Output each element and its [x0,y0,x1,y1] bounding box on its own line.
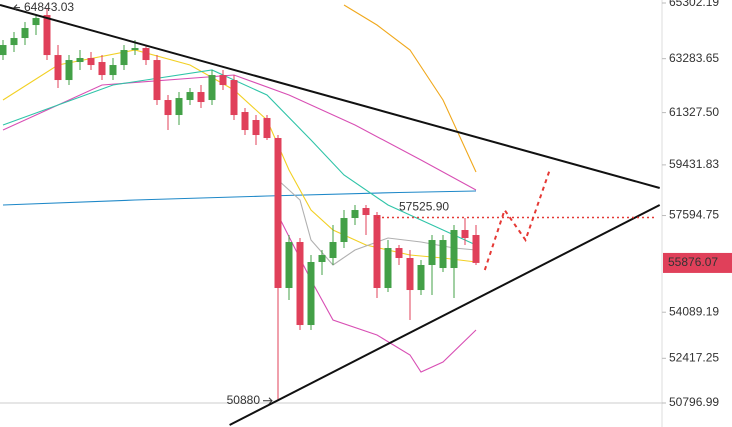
y-tick-label: 52417.25 [669,350,719,364]
level-label: 57525.90 [399,200,449,214]
y-tick-label: 59431.83 [669,157,719,171]
candle-body [318,255,326,263]
y-tick-label: 54089.19 [669,304,719,318]
high-label: 64843.03 [24,0,74,14]
candle-body [439,240,447,269]
candle-body [131,48,139,51]
candle-body [461,230,469,239]
price-box [663,252,732,273]
candle-body [417,265,425,291]
candle-body [98,62,106,76]
candle-body [241,112,249,131]
candle-body [373,215,381,289]
arrow-icon [263,397,273,405]
indicator-line [2,49,477,263]
candle-body [230,80,238,116]
candle-body [142,48,150,61]
candle-body [76,58,84,63]
low-label: 50880 [227,393,261,407]
candle-body [450,230,458,269]
y-tick-label: 61327.50 [669,105,719,119]
forecast-line [483,169,551,271]
candle-body [208,75,216,101]
arrow-icon [13,4,20,12]
candle-body [197,92,205,103]
candle-body [10,38,18,46]
candle-body [329,242,337,259]
candle-body [472,235,480,263]
candle-body [428,240,436,266]
candle-body [384,248,392,289]
y-tick-label: 50796.99 [669,395,719,409]
candle-body [109,65,117,76]
candle-body [263,118,271,139]
candle-body [351,210,359,219]
candle-body [307,262,315,326]
candle-body [21,28,29,39]
candle-body [285,242,293,289]
candle-body [120,50,128,66]
indicator-line [343,4,477,173]
candle-body [186,92,194,101]
indicator-line [277,214,477,373]
candle-body [43,15,51,56]
indicator-line [2,190,477,206]
y-tick-label: 57594.75 [669,208,719,222]
candle-body [362,208,370,216]
candle-body [219,75,227,86]
candle-body [153,60,161,101]
candle-body [406,258,414,291]
last-price: 55876.07 [668,255,718,269]
candle-body [32,18,40,26]
candle-body [395,248,403,259]
candle-body [0,45,7,56]
candle-body [65,60,73,81]
candle-body [54,55,62,81]
candle-body [274,138,282,289]
indicator-line [2,74,477,191]
candle-body [296,242,304,326]
trend-line [0,4,660,189]
candle-body [175,98,183,116]
candle-body [252,120,260,136]
y-tick-label: 65302.19 [669,0,719,9]
trend-line [229,204,661,426]
y-tick-label: 63283.65 [669,51,719,65]
indicator-line [2,69,477,246]
candle-body [340,218,348,243]
candle-body [164,100,172,116]
candle-body [87,58,95,66]
